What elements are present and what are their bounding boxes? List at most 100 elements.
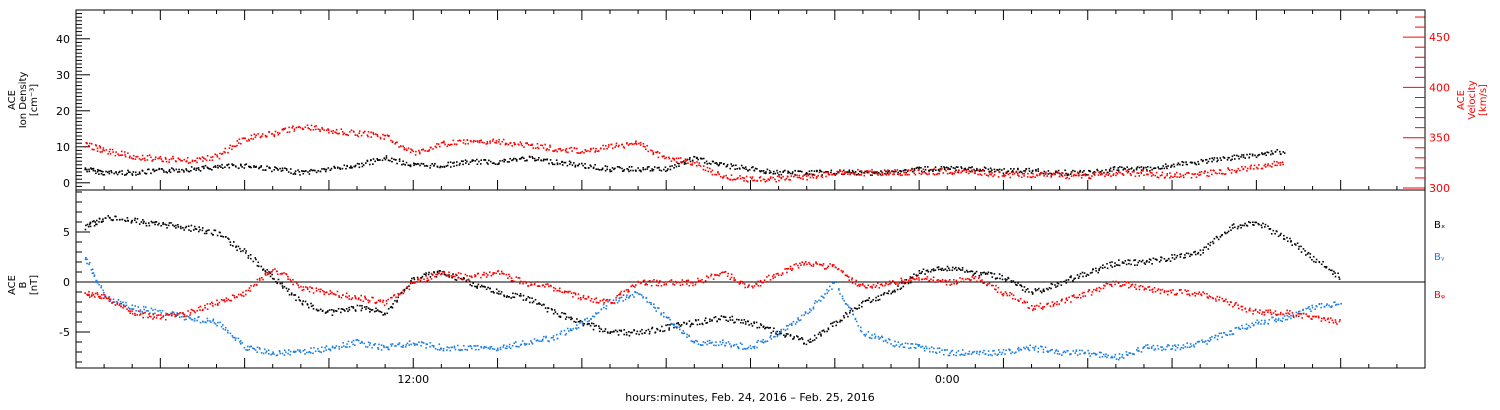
b-x-point [1202, 252, 1204, 254]
b-z-point [663, 283, 665, 286]
b-y-point [774, 335, 776, 338]
b-y-point [1177, 344, 1180, 346]
velocity-point [803, 174, 805, 176]
density-point [610, 170, 613, 172]
b-x-point [316, 309, 319, 312]
b-y-point [157, 314, 159, 317]
b-x-point [333, 310, 335, 313]
b-y-point [1081, 349, 1083, 352]
b-y-point [579, 322, 581, 324]
b-y-point [717, 344, 720, 347]
b-y-point [473, 345, 475, 347]
b-x-point [1074, 277, 1076, 280]
b-x-point [592, 322, 595, 325]
b-y-point [182, 315, 185, 318]
b-x-point [1330, 269, 1332, 272]
velocity-point [410, 148, 412, 150]
b-y-point [508, 346, 511, 348]
b-z-point [522, 281, 525, 283]
velocity-point [948, 172, 951, 174]
b-z-point [589, 300, 592, 302]
b-x-point [1240, 227, 1242, 229]
velocity-point [99, 146, 101, 148]
velocity-point [212, 156, 214, 158]
b-y-point [119, 303, 121, 305]
b-y-point [1260, 323, 1262, 325]
velocity-point [812, 177, 815, 179]
b-y-point [1079, 353, 1081, 355]
b-x-point [1085, 275, 1087, 277]
b-z-point [1102, 287, 1105, 290]
b-z-point [997, 286, 1000, 289]
b-y-point [141, 311, 143, 313]
density-point [260, 166, 262, 168]
b-y-point [528, 343, 530, 345]
b-y-point [497, 347, 499, 350]
b-y-point [202, 320, 204, 323]
density-point [98, 169, 100, 172]
b-y-point [1320, 306, 1322, 309]
density-point [377, 159, 380, 161]
b-y-point [354, 344, 356, 346]
b-y-point [1246, 327, 1249, 329]
density-point [555, 159, 558, 161]
b-x-point [396, 301, 398, 303]
b-x-point [454, 278, 456, 281]
b-z-point [249, 290, 252, 292]
velocity-point [248, 138, 250, 141]
density-point [441, 166, 444, 168]
b-x-point [190, 224, 193, 227]
b-z-point [1083, 291, 1085, 294]
density-point [162, 169, 165, 172]
b-z-point [1014, 298, 1017, 300]
velocity-point [491, 140, 494, 142]
velocity-point [358, 132, 360, 134]
velocity-point [759, 176, 762, 178]
b-z-point [775, 273, 778, 275]
velocity-point [622, 146, 625, 148]
b-z-point [697, 277, 699, 280]
b-y-point [128, 308, 131, 310]
b-y-point [1040, 345, 1042, 348]
velocity-point [485, 143, 488, 145]
b-z-point [697, 280, 700, 282]
b-y-point [1160, 346, 1162, 348]
velocity-point [951, 173, 954, 175]
b-x-point [290, 292, 293, 294]
velocity-point [839, 169, 841, 171]
b-z-point [481, 273, 484, 276]
density-point [199, 170, 202, 172]
b-x-point [631, 331, 633, 334]
b-x-point [858, 307, 860, 309]
b-z-point [287, 275, 289, 278]
b-x-point [705, 322, 707, 324]
b-y-point [222, 328, 225, 330]
velocity-point [91, 148, 94, 151]
b-y-point [584, 318, 586, 321]
b-x-point [194, 228, 197, 230]
density-point [674, 164, 676, 166]
b-x-point [201, 227, 204, 229]
velocity-point [658, 152, 661, 154]
density-point [466, 160, 468, 163]
b-z-point [342, 294, 344, 296]
b-x-point [151, 221, 154, 224]
b-z-point [840, 269, 843, 272]
density-point [1109, 167, 1112, 170]
b-x-point [719, 318, 721, 321]
b-y-point [302, 350, 305, 352]
density-point [325, 170, 327, 173]
b-z-point [909, 278, 911, 280]
velocity-point [1038, 174, 1041, 176]
density-point [683, 161, 686, 164]
b-y-point [1102, 353, 1105, 356]
velocity-point [576, 152, 578, 154]
b-y-point [778, 333, 780, 335]
b-x-point [1298, 245, 1300, 248]
b-y-point [1070, 353, 1072, 355]
density-point [960, 167, 963, 170]
b-z-point [1104, 285, 1106, 287]
b-y-point [991, 354, 993, 357]
density-point [589, 164, 592, 166]
b-y-point [964, 352, 967, 355]
